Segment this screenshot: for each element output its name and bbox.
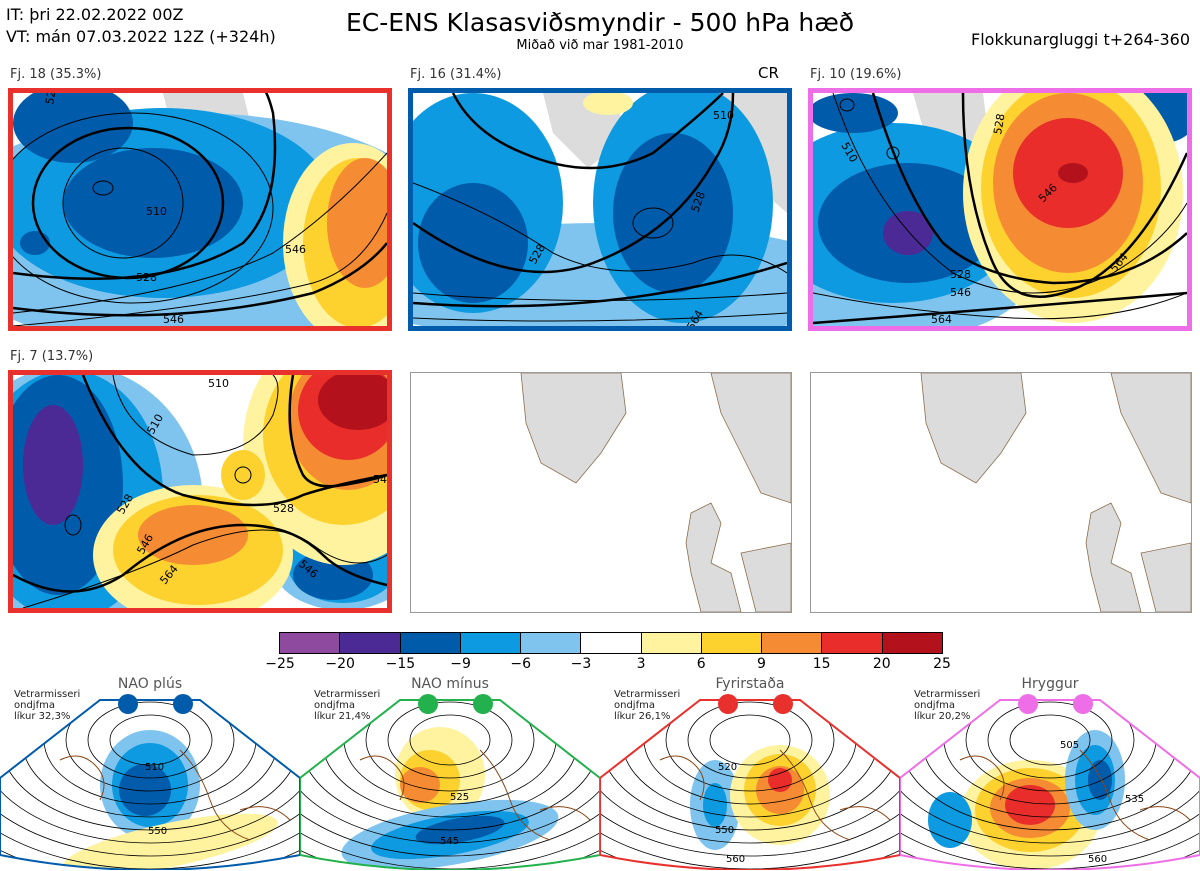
- cluster-1-contour-4: 546: [163, 313, 184, 326]
- regime-note-line: líkur 32,3%: [14, 711, 71, 722]
- cluster-4-contour-3: 528: [273, 502, 294, 515]
- regime-probability-note: Vetrarmisseri ondjfma líkur 21,4%: [314, 689, 380, 722]
- regime-contour-label: 535: [1125, 794, 1144, 805]
- cluster-3-label: Fj. 10 (19.6%): [810, 67, 902, 82]
- regime-marker-dot: [1018, 694, 1038, 714]
- colorbar-tick-label: 25: [933, 656, 951, 672]
- colorbar-cell: [399, 633, 460, 653]
- colorbar-cell: [580, 633, 641, 653]
- regime-contour-label: 560: [1088, 854, 1107, 865]
- cluster-1-contour-3: 528: [136, 271, 157, 284]
- regime-note-line: Vetrarmisseri: [314, 689, 381, 700]
- regime-note-line: ondjfma: [614, 700, 655, 711]
- regime-note-line: líkur 20,2%: [914, 711, 971, 722]
- cluster-1-map: 528 510 528 546 546: [8, 88, 392, 331]
- colorbar-cell: [520, 633, 581, 653]
- colorbar-tick-label: −25: [265, 656, 295, 672]
- regime-contour-label: 525: [450, 792, 469, 803]
- regime-marker-dot: [473, 694, 493, 714]
- empty-map-1: [410, 372, 792, 613]
- colorbar-tick-label: 15: [812, 656, 831, 672]
- regime-contour-label: 505: [1060, 740, 1079, 751]
- regime-note-line: Vetrarmisseri: [614, 689, 681, 700]
- cluster-3-contour-4: 528: [950, 268, 971, 281]
- regime-map: 510 550: [0, 694, 300, 870]
- cluster-4-label: Fj. 7 (13.7%): [10, 349, 94, 364]
- regime-note-line: ondjfma: [914, 700, 955, 711]
- regime-contour-label: 520: [718, 762, 737, 773]
- cluster-3-map: 510 528 546 528 546 564 564: [808, 88, 1192, 331]
- regime-name: NAO plús: [117, 676, 183, 692]
- colorbar-tick-label: 9: [756, 656, 766, 672]
- regime-note-line: líkur 26,1%: [614, 711, 671, 722]
- colorbar-cell: [821, 633, 882, 653]
- regime-contour-label: 510: [145, 762, 164, 773]
- cluster-1-contour-1: 528: [43, 93, 59, 106]
- colorbar-cell: [700, 633, 762, 653]
- cluster-1-label: Fj. 18 (35.3%): [10, 67, 102, 82]
- regime-marker-dot: [173, 694, 193, 714]
- cluster-4-contour-8: 546: [373, 473, 387, 486]
- cluster-2-map: 510 528 528 546 564: [408, 88, 792, 331]
- colorbar-tick-label: −3: [570, 656, 592, 672]
- regime-name: NAO mínus: [411, 676, 489, 692]
- colorbar-tick-label: 6: [696, 656, 706, 672]
- regime-contour-label: 560: [726, 854, 745, 865]
- cluster-1-contour-2: 510: [146, 205, 167, 218]
- regime-note-line: Vetrarmisseri: [14, 689, 81, 700]
- regime-marker-dot: [773, 694, 793, 714]
- regime-marker-dot: [1073, 694, 1093, 714]
- regime-probability-note: Vetrarmisseri ondjfma líkur 26,1%: [614, 689, 680, 722]
- colorbar-cell: [339, 633, 400, 653]
- regime-probability-note: Vetrarmisseri ondjfma líkur 20,2%: [914, 689, 980, 722]
- colorbar-cell: [459, 633, 521, 653]
- cluster-3-contour-6: 564: [931, 313, 952, 326]
- regime-marker-dot: [418, 694, 438, 714]
- run-info: IT: þri 22.02.2022 00Z VT: mán 07.03.202…: [6, 4, 276, 48]
- regime-marker-dot: [118, 694, 138, 714]
- cluster-1-contour-5: 546: [285, 243, 306, 256]
- colorbar-tick-label: −15: [385, 656, 416, 672]
- regime-note-line: ondjfma: [314, 700, 355, 711]
- regime-marker-dot: [718, 694, 738, 714]
- colorbar-cell: [881, 633, 942, 653]
- colorbar-tick-label: 3: [636, 656, 646, 672]
- cluster-3-contour-5: 546: [950, 286, 971, 299]
- colorbar-tick-label: −6: [510, 656, 532, 672]
- regime-map: 520 550 560: [600, 694, 900, 870]
- init-time: IT: þri 22.02.2022 00Z: [6, 5, 184, 24]
- cluster-2-tag: CR: [758, 64, 779, 82]
- colorbar-cell: [640, 633, 701, 653]
- cluster-2-contour-1: 510: [713, 109, 734, 122]
- regime-name: Fyrirstaða: [715, 676, 785, 692]
- cluster-2-label: Fj. 16 (31.4%): [410, 67, 502, 82]
- empty-map-2: [810, 372, 1192, 613]
- page-subtitle: Miðað við mar 1981-2010: [516, 38, 684, 53]
- colorbar-tick-label: 20: [872, 656, 891, 672]
- valid-time: VT: mán 07.03.2022 12Z (+324h): [6, 27, 276, 46]
- regime-probability-note: Vetrarmisseri ondjfma líkur 32,3%: [14, 689, 80, 722]
- colorbar-tick-label: −9: [450, 656, 471, 672]
- cluster-4-contour-6: 510: [208, 377, 229, 390]
- regime-contour-label: 550: [715, 825, 734, 836]
- colorbar-cell: [761, 633, 822, 653]
- classification-window: Flokkunargluggi t+264-360: [971, 30, 1190, 49]
- regime-contour-label: 565: [452, 869, 471, 870]
- regime-note-line: líkur 21,4%: [314, 711, 371, 722]
- colorbar: [279, 632, 943, 654]
- regime-note-line: ondjfma: [14, 700, 55, 711]
- regime-map: 505 535 560: [900, 694, 1200, 870]
- cluster-3-contour-2: 528: [991, 113, 1007, 136]
- regime-contour-label: 545: [440, 836, 459, 847]
- colorbar-cell: [280, 633, 340, 653]
- colorbar-tick-label: −20: [325, 656, 355, 672]
- cluster-4-map: 510 528 528 546 564 510 546 546: [8, 370, 392, 613]
- page-title: EC-ENS Klasasviðsmyndir - 500 hPa hæð: [345, 8, 855, 37]
- regime-map: 525 545 565: [300, 694, 600, 870]
- regime-name: Hryggur: [1021, 676, 1079, 692]
- regime-contour-label: 550: [148, 826, 167, 837]
- regime-note-line: Vetrarmisseri: [914, 689, 981, 700]
